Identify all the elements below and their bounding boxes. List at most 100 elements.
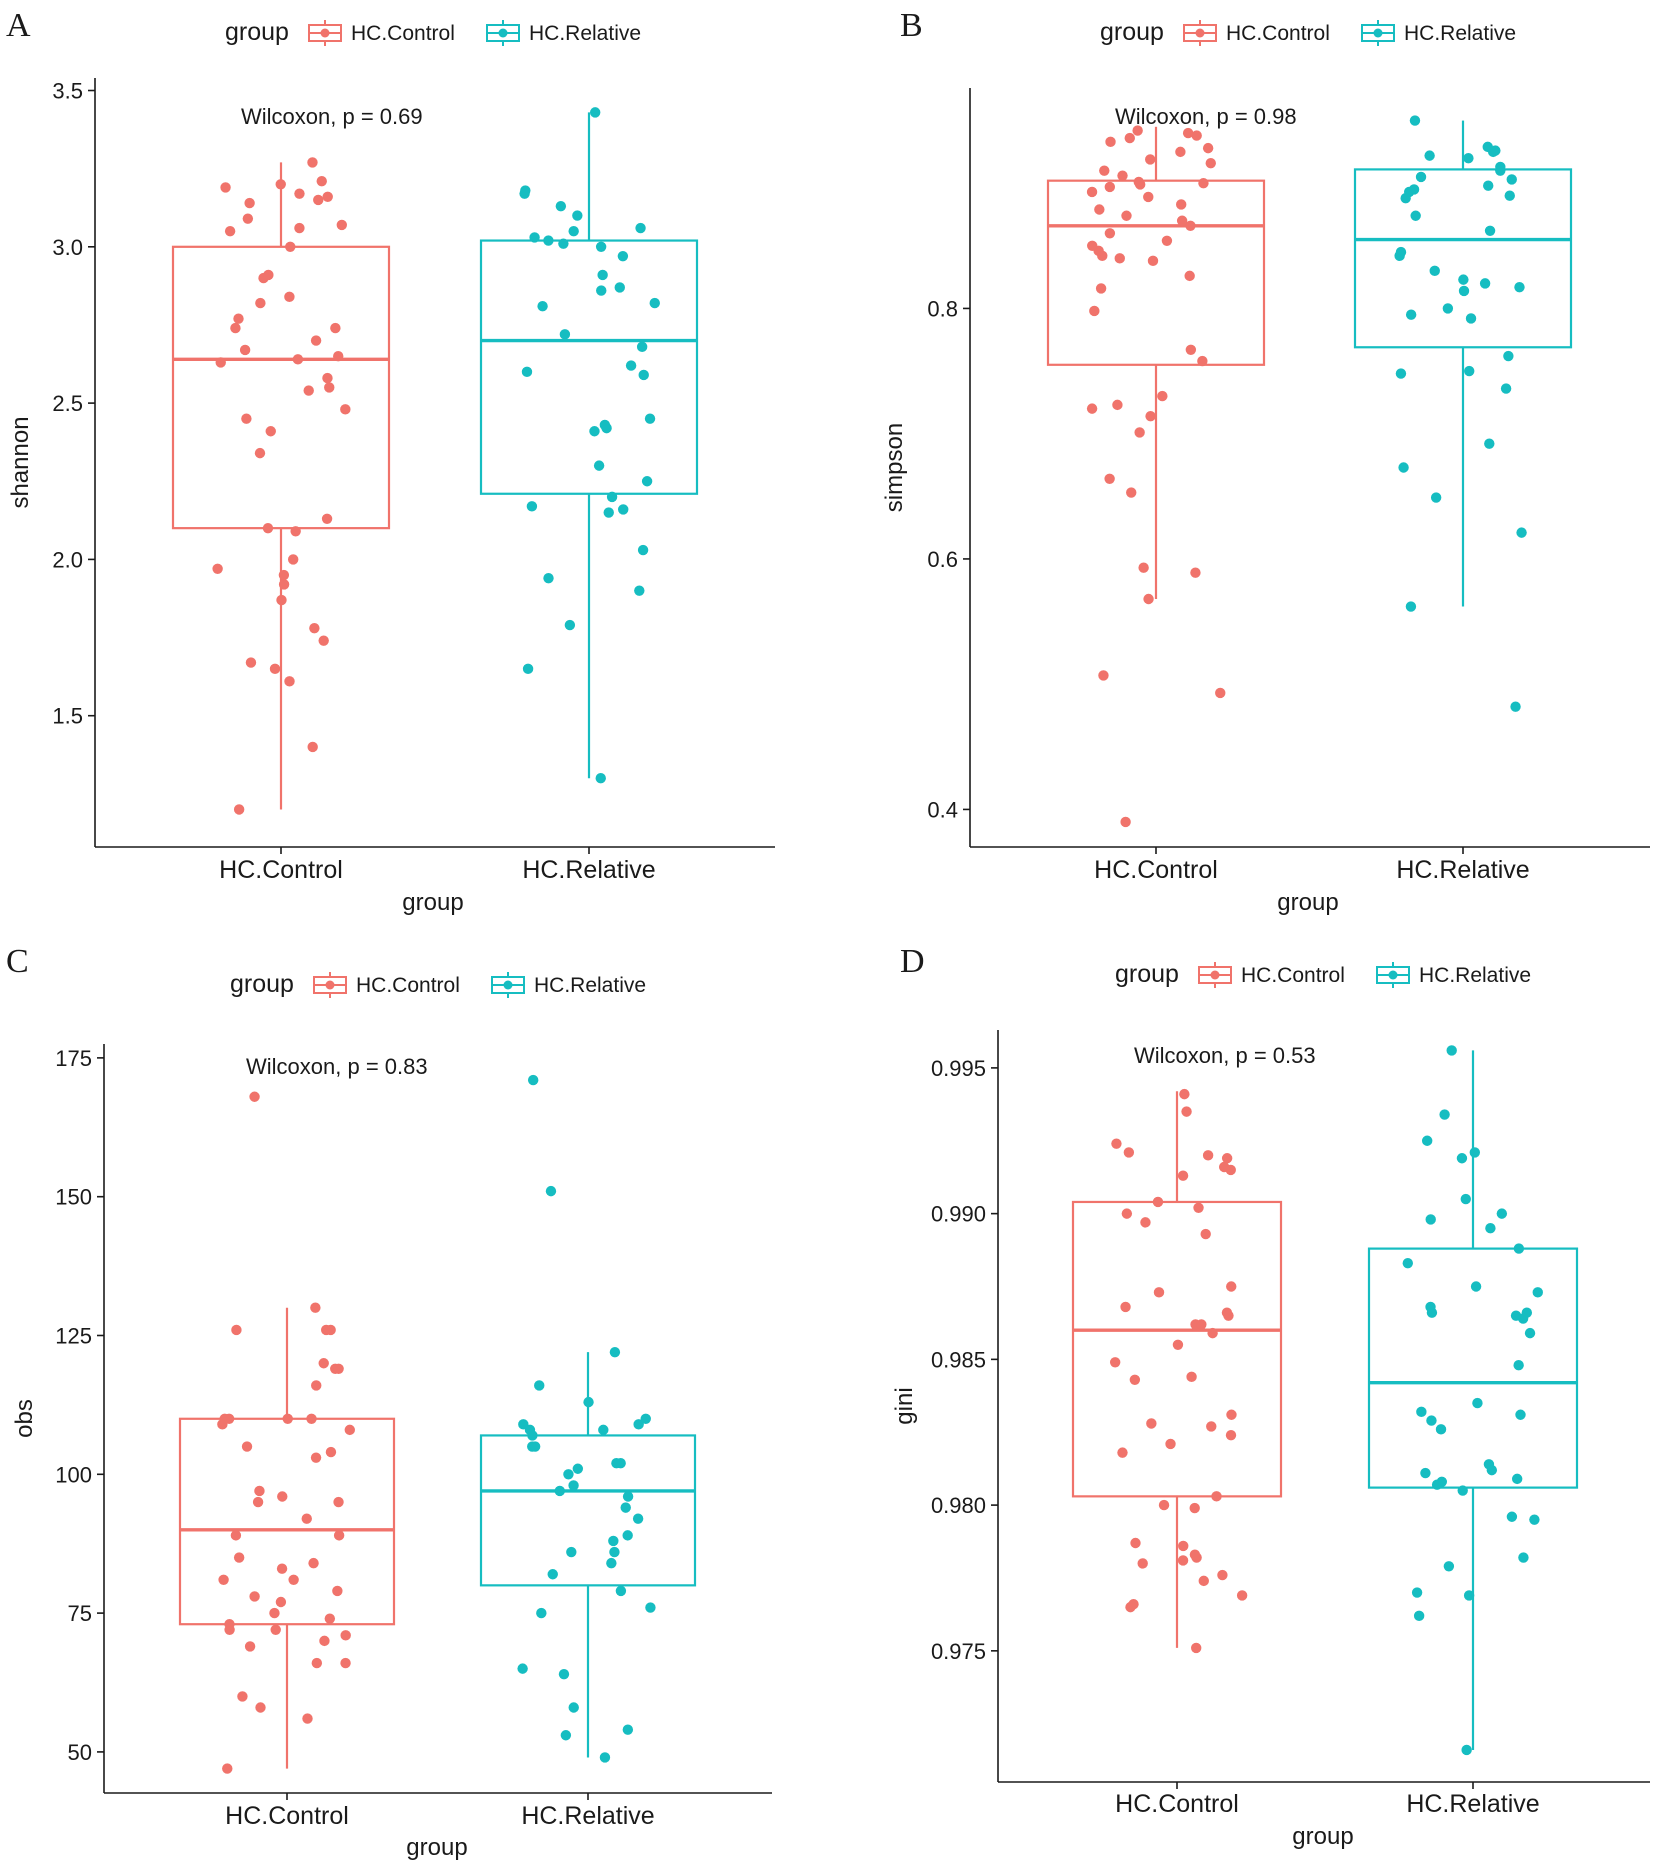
box-hc-relative [479, 112, 699, 779]
y-tick-label: 2.5 [52, 391, 83, 416]
data-point [231, 1324, 242, 1336]
points-hc-control [1109, 1088, 1248, 1654]
data-point [1479, 278, 1491, 289]
data-point [1123, 1147, 1135, 1158]
data-point [269, 1607, 280, 1619]
data-point [1410, 210, 1421, 221]
y-tick-label: 100 [55, 1462, 92, 1487]
data-point [1532, 1287, 1543, 1298]
legend: group HC.Control HC.Relative [230, 970, 646, 998]
data-point [1120, 816, 1131, 828]
data-point [518, 1419, 529, 1430]
data-point [245, 657, 257, 668]
legend-title: group [225, 18, 289, 46]
data-point [278, 579, 290, 590]
wilcoxon-label: Wilcoxon, p = 0.69 [241, 104, 423, 129]
data-point [1145, 410, 1156, 422]
data-point [1137, 1558, 1148, 1569]
data-point [313, 194, 324, 206]
data-point [536, 1607, 547, 1619]
data-point [1146, 1418, 1157, 1429]
data-point [1415, 171, 1427, 183]
points-hc-control [217, 1091, 355, 1774]
data-point [1518, 1552, 1529, 1563]
data-point [545, 1185, 557, 1197]
data-point [543, 235, 554, 246]
data-point [249, 1091, 260, 1102]
y-tick-label: 0.980 [931, 1493, 986, 1518]
data-point [1402, 1257, 1413, 1269]
data-point [609, 1546, 620, 1558]
data-point [307, 157, 318, 168]
legend-label: HC.Relative [529, 22, 641, 45]
legend-label: HC.Control [351, 22, 455, 45]
data-point [1426, 1415, 1437, 1426]
data-point [1200, 1228, 1211, 1240]
y-tick-label: 0.8 [927, 296, 958, 321]
y-tick-label: 0.4 [927, 797, 958, 822]
data-point [520, 185, 531, 196]
data-point [212, 563, 223, 574]
data-point [220, 182, 231, 193]
data-point [645, 1602, 656, 1613]
y-tick-label: 1.5 [52, 704, 83, 729]
data-point [595, 773, 606, 784]
data-point [606, 491, 618, 503]
data-point [254, 447, 266, 459]
x-tick-label: HC.Relative [522, 856, 655, 884]
data-point [237, 1691, 248, 1702]
data-point [554, 1485, 565, 1497]
y-tick-label: 2.0 [52, 547, 83, 572]
data-point [622, 1724, 634, 1735]
legend-key-hc-control: HC.Control [313, 972, 460, 998]
data-point [1429, 265, 1440, 277]
data-point [1202, 1150, 1214, 1161]
data-point [1405, 601, 1417, 612]
data-point [1226, 1409, 1237, 1420]
data-point [308, 1557, 319, 1569]
box-hc-control [178, 1307, 396, 1769]
data-point [589, 426, 600, 437]
data-point [311, 1657, 323, 1669]
data-point [568, 1480, 579, 1491]
data-point [1211, 1491, 1222, 1502]
data-point [1177, 1555, 1189, 1566]
data-point [294, 222, 305, 234]
data-point [333, 1530, 345, 1541]
data-point [633, 1419, 644, 1430]
data-point [625, 360, 637, 371]
legend: group HC.Control HC.Relative [1115, 960, 1531, 988]
data-point [1133, 176, 1144, 188]
legend: group HC.Control HC.Relative [225, 18, 641, 46]
data-point [1178, 1540, 1189, 1552]
data-point [1207, 1327, 1218, 1339]
points-hc-relative [1394, 115, 1527, 712]
data-point [1443, 1561, 1455, 1572]
data-point [325, 1324, 336, 1336]
data-point [1105, 136, 1116, 148]
data-point [1104, 473, 1115, 484]
data-point [636, 341, 648, 353]
legend-label: HC.Control [1226, 22, 1330, 45]
data-point [1086, 403, 1098, 414]
data-point [294, 188, 305, 199]
data-point [522, 663, 534, 675]
data-point [1408, 184, 1420, 195]
data-point [290, 526, 301, 537]
data-point [1485, 1223, 1496, 1234]
data-point [595, 241, 607, 253]
data-point [277, 1491, 288, 1502]
box-hc-control [171, 162, 391, 810]
data-point [1120, 1301, 1131, 1313]
x-tick-label: HC.Control [1094, 856, 1218, 884]
data-point [285, 241, 296, 253]
data-point [275, 179, 286, 190]
data-point [1500, 383, 1512, 394]
panel-letter: C [6, 943, 29, 980]
data-point [1087, 240, 1098, 252]
legend-key-hc-relative: HC.Relative [491, 972, 646, 998]
y-tick-label: 0.985 [931, 1347, 986, 1372]
data-point [1165, 1438, 1176, 1450]
data-point [634, 585, 645, 596]
